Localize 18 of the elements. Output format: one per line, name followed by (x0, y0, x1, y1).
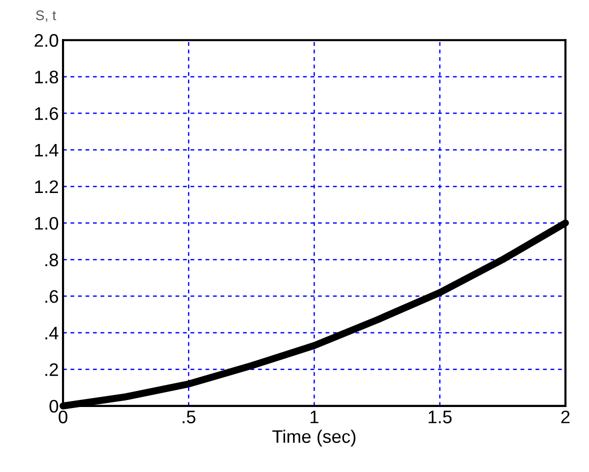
x-tick-label: 2 (561, 410, 570, 424)
y-tick-label: .8 (45, 254, 58, 266)
y-tick-label: 1.4 (35, 144, 58, 156)
y-tick-label: 1.0 (35, 216, 58, 230)
x-tick-label: 1 (310, 410, 318, 424)
y-tick-label: 1.2 (35, 180, 58, 193)
x-tick-label: 1.5 (428, 410, 452, 424)
y-tick-label: 0 (50, 400, 58, 413)
y-tick-label: 1.8 (35, 70, 58, 84)
y-tick-label: .4 (45, 326, 58, 340)
x-tick-label: .5 (182, 410, 196, 424)
y-tick-label: .2 (45, 363, 58, 376)
chart-title: S, t (36, 10, 56, 22)
x-tick-label: 0 (58, 410, 68, 424)
y-tick-label: .6 (45, 290, 58, 303)
x-axis-title: Time (sec) (272, 430, 356, 447)
y-tick-label: 2.0 (34, 34, 58, 47)
y-tick-label: 1.6 (35, 107, 58, 120)
